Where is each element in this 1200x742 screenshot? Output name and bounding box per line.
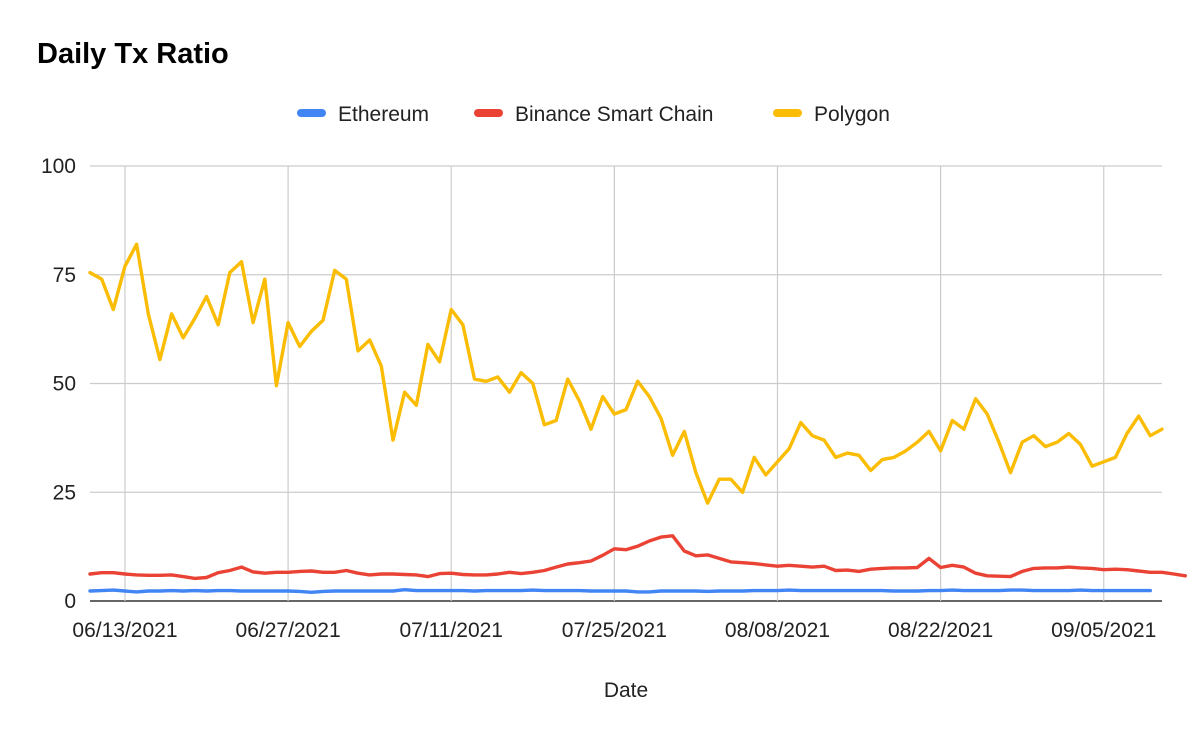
legend-label-ethereum: Ethereum: [338, 103, 429, 126]
x-tick-label: 08/08/2021: [725, 619, 830, 642]
x-axis-ticks: 06/13/2021 06/27/2021 07/11/2021 07/25/2021…: [72, 619, 1156, 642]
series-lines: [88, 242, 1188, 594]
x-tick-label: 06/13/2021: [72, 619, 177, 642]
chart-title: Daily Tx Ratio: [37, 38, 229, 70]
x-tick-label: 06/27/2021: [236, 619, 341, 642]
x-tick-label: 08/22/2021: [888, 619, 993, 642]
y-tick-label: 100: [41, 155, 76, 178]
gridlines: [90, 165, 1162, 602]
legend-swatch-polygon: [773, 109, 802, 117]
legend-swatch-ethereum: [297, 109, 326, 117]
legend-label-polygon: Polygon: [814, 103, 890, 126]
y-tick-label: 75: [53, 264, 76, 287]
x-axis-title: Date: [604, 679, 648, 702]
y-tick-label: 50: [53, 373, 76, 396]
series-line-binance-smart-chain: [88, 534, 1188, 581]
y-axis-ticks: 0 25 50 75 100: [41, 155, 76, 613]
series-line-polygon: [88, 242, 1164, 505]
series-line-ethereum: [88, 588, 1153, 594]
legend: Ethereum Binance Smart Chain Polygon: [297, 103, 890, 126]
x-tick-label: 07/25/2021: [562, 619, 667, 642]
legend-swatch-binance-smart-chain: [474, 109, 503, 117]
x-tick-label: 07/11/2021: [399, 619, 503, 642]
y-tick-label: 25: [53, 481, 76, 504]
legend-label-binance-smart-chain: Binance Smart Chain: [515, 103, 713, 126]
y-tick-label: 0: [64, 590, 76, 613]
x-tick-label: 09/05/2021: [1051, 619, 1156, 642]
